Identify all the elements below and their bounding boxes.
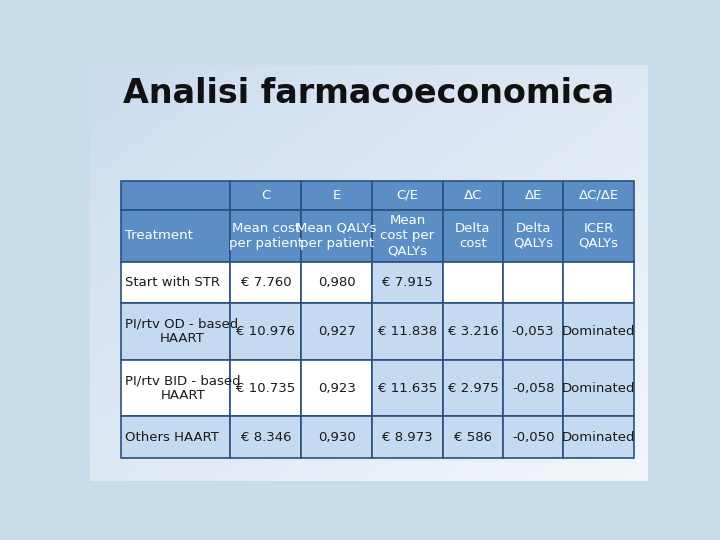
- Text: € 11.838: € 11.838: [378, 325, 437, 338]
- Text: 0,923: 0,923: [318, 382, 356, 395]
- Text: Treatment: Treatment: [125, 229, 193, 242]
- Bar: [503, 360, 563, 416]
- Text: € 10.976: € 10.976: [236, 325, 295, 338]
- Bar: [301, 181, 372, 210]
- Bar: [563, 303, 634, 360]
- Text: ΔE: ΔE: [524, 189, 542, 202]
- Bar: [563, 262, 634, 303]
- Text: -0,050: -0,050: [512, 430, 554, 443]
- Text: 0,930: 0,930: [318, 430, 356, 443]
- Text: ΔC/ΔE: ΔC/ΔE: [579, 189, 618, 202]
- Bar: [121, 360, 230, 416]
- Bar: [563, 416, 634, 458]
- Bar: [230, 416, 301, 458]
- Text: Mean cost
per patient: Mean cost per patient: [229, 221, 303, 249]
- Text: PI/rtv BID - based
HAART: PI/rtv BID - based HAART: [125, 374, 240, 402]
- Text: Dominated: Dominated: [562, 382, 635, 395]
- Bar: [301, 360, 372, 416]
- Text: Dominated: Dominated: [562, 430, 635, 443]
- Bar: [121, 181, 230, 210]
- Bar: [443, 303, 503, 360]
- Bar: [301, 210, 372, 262]
- Bar: [301, 262, 372, 303]
- Bar: [443, 416, 503, 458]
- Bar: [121, 210, 230, 262]
- Text: C: C: [261, 189, 271, 202]
- Bar: [301, 303, 372, 360]
- Bar: [301, 416, 372, 458]
- Bar: [372, 416, 443, 458]
- Text: € 2.975: € 2.975: [448, 382, 498, 395]
- Bar: [121, 262, 230, 303]
- Text: 0,927: 0,927: [318, 325, 356, 338]
- Text: € 3.216: € 3.216: [448, 325, 498, 338]
- Text: Analisi farmacoeconomica: Analisi farmacoeconomica: [123, 77, 615, 110]
- Bar: [372, 360, 443, 416]
- Text: € 586: € 586: [454, 430, 492, 443]
- Text: ICER
QALYs: ICER QALYs: [579, 221, 618, 249]
- Bar: [563, 210, 634, 262]
- Text: ΔC: ΔC: [464, 189, 482, 202]
- Text: € 8.346: € 8.346: [240, 430, 291, 443]
- Bar: [503, 262, 563, 303]
- Bar: [121, 303, 230, 360]
- Bar: [230, 210, 301, 262]
- Text: -0,058: -0,058: [512, 382, 554, 395]
- Text: Mean
cost per
QALYs: Mean cost per QALYs: [380, 214, 435, 257]
- Bar: [563, 181, 634, 210]
- Bar: [230, 181, 301, 210]
- Text: -0,053: -0,053: [512, 325, 554, 338]
- Bar: [372, 210, 443, 262]
- Text: € 7.915: € 7.915: [382, 276, 433, 289]
- Bar: [563, 360, 634, 416]
- Text: € 11.635: € 11.635: [378, 382, 437, 395]
- Bar: [372, 262, 443, 303]
- Bar: [230, 360, 301, 416]
- Bar: [230, 262, 301, 303]
- Text: € 10.735: € 10.735: [236, 382, 295, 395]
- Bar: [503, 210, 563, 262]
- Text: Dominated: Dominated: [562, 325, 635, 338]
- Text: Delta
cost: Delta cost: [455, 221, 491, 249]
- Bar: [443, 262, 503, 303]
- Text: C/E: C/E: [397, 189, 418, 202]
- Bar: [372, 303, 443, 360]
- Bar: [443, 210, 503, 262]
- Text: Delta
QALYs: Delta QALYs: [513, 221, 553, 249]
- Text: Start with STR: Start with STR: [125, 276, 220, 289]
- Bar: [503, 416, 563, 458]
- Text: E: E: [333, 189, 341, 202]
- Bar: [443, 181, 503, 210]
- Bar: [230, 303, 301, 360]
- Text: 0,980: 0,980: [318, 276, 356, 289]
- Text: € 7.760: € 7.760: [240, 276, 291, 289]
- Text: Mean QALYs
per patient: Mean QALYs per patient: [297, 221, 377, 249]
- Text: PI/rtv OD - based
HAART: PI/rtv OD - based HAART: [125, 318, 238, 346]
- Bar: [121, 416, 230, 458]
- Text: Others HAART: Others HAART: [125, 430, 219, 443]
- Bar: [503, 181, 563, 210]
- Bar: [443, 360, 503, 416]
- Bar: [372, 181, 443, 210]
- Text: € 8.973: € 8.973: [382, 430, 433, 443]
- Bar: [503, 303, 563, 360]
